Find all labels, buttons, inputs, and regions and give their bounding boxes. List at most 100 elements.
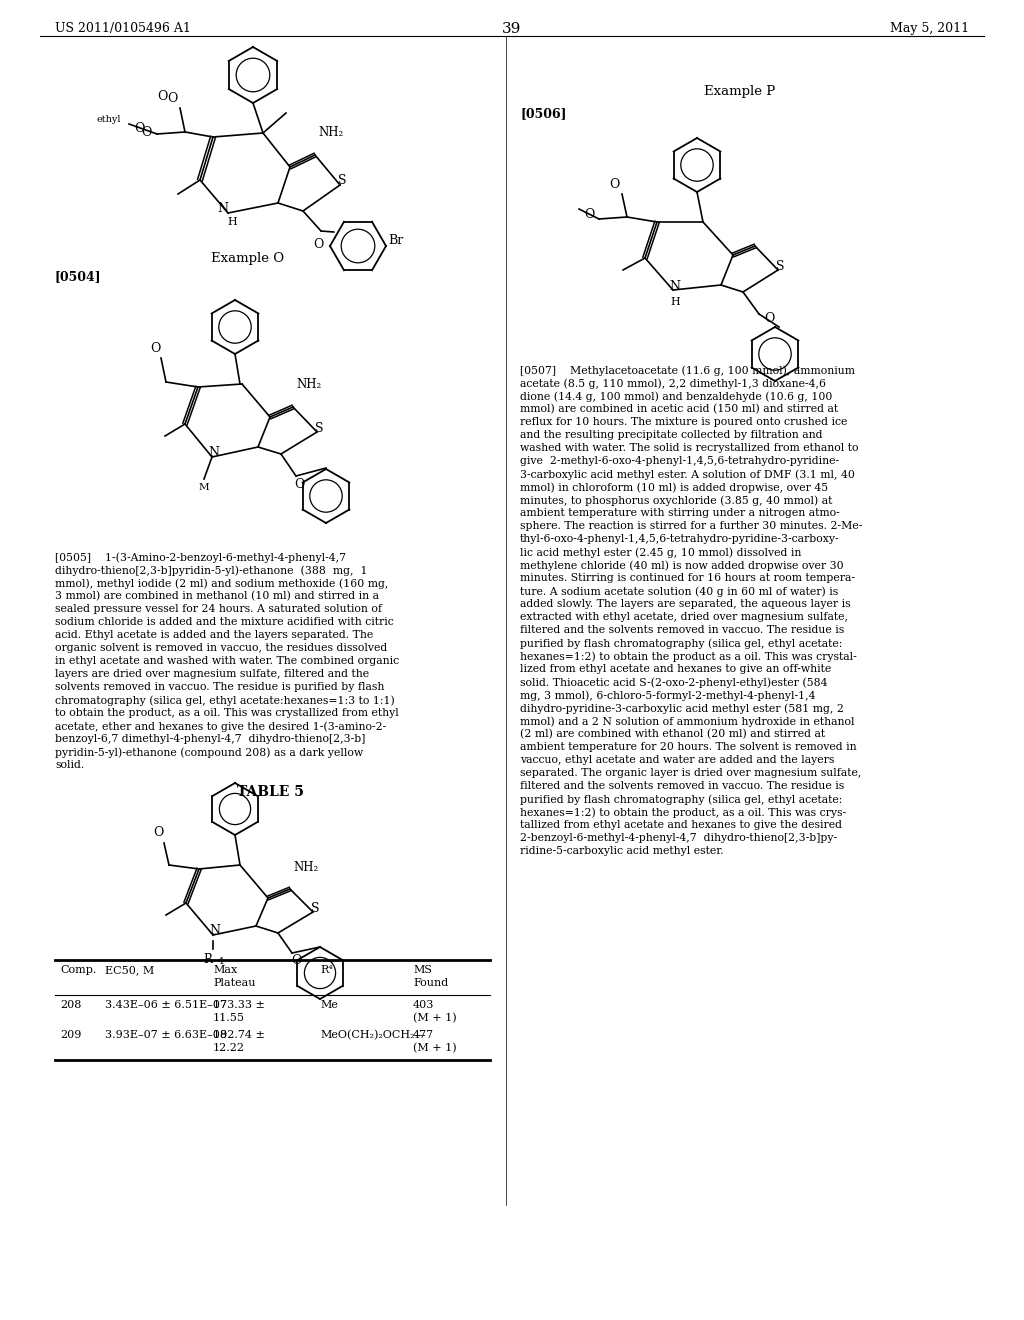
Text: S: S	[314, 421, 324, 434]
Text: [0507]    Methylacetoacetate (11.6 g, 100 mmol), ammonium: [0507] Methylacetoacetate (11.6 g, 100 m…	[520, 366, 855, 376]
Text: extracted with ethyl acetate, dried over magnesium sulfate,: extracted with ethyl acetate, dried over…	[520, 612, 848, 622]
Text: hexanes=1:2) to obtain the product as a oil. This was crystal-: hexanes=1:2) to obtain the product as a …	[520, 651, 857, 661]
Text: solvents removed in vaccuo. The residue is purified by flash: solvents removed in vaccuo. The residue …	[55, 682, 384, 692]
Text: organic solvent is removed in vaccuo, the residues dissolved: organic solvent is removed in vaccuo, th…	[55, 643, 387, 653]
Text: 3.93E–07 ± 6.63E–08: 3.93E–07 ± 6.63E–08	[105, 1030, 227, 1040]
Text: (M + 1): (M + 1)	[413, 1043, 457, 1053]
Text: M: M	[199, 483, 209, 492]
Text: O: O	[764, 313, 774, 326]
Text: 3-carboxylic acid methyl ester. A solution of DMF (3.1 ml, 40: 3-carboxylic acid methyl ester. A soluti…	[520, 469, 855, 479]
Text: N: N	[217, 202, 228, 215]
Text: Plateau: Plateau	[213, 978, 256, 987]
Text: dihydro-thieno[2,3-b]pyridin-5-yl)-ethanone  (388  mg,  1: dihydro-thieno[2,3-b]pyridin-5-yl)-ethan…	[55, 565, 368, 576]
Text: EC50, M: EC50, M	[105, 965, 155, 975]
Text: MS: MS	[413, 965, 432, 975]
Text: ethyl: ethyl	[96, 116, 121, 124]
Text: [0505]    1-(3-Amino-2-benzoyl-6-methyl-4-phenyl-4,7: [0505] 1-(3-Amino-2-benzoyl-6-methyl-4-p…	[55, 552, 346, 562]
Text: May 5, 2011: May 5, 2011	[890, 22, 969, 36]
Text: Comp.: Comp.	[60, 965, 96, 975]
Text: ambient temperature for 20 hours. The solvent is removed in: ambient temperature for 20 hours. The so…	[520, 742, 857, 752]
Text: and the resulting precipitate collected by filtration and: and the resulting precipitate collected …	[520, 430, 822, 440]
Text: 173.33 ±: 173.33 ±	[213, 1001, 265, 1010]
Text: mmol), methyl iodide (2 ml) and sodium methoxide (160 mg,: mmol), methyl iodide (2 ml) and sodium m…	[55, 578, 388, 589]
Text: O: O	[141, 125, 152, 139]
Text: 403: 403	[413, 1001, 434, 1010]
Text: R: R	[204, 953, 212, 966]
Text: purified by flash chromatography (silica gel, ethyl acetate:: purified by flash chromatography (silica…	[520, 795, 843, 805]
Text: 2-benzoyl-6-methyl-4-phenyl-4,7  dihydro-thieno[2,3-b]py-: 2-benzoyl-6-methyl-4-phenyl-4,7 dihydro-…	[520, 833, 838, 843]
Text: chromatography (silica gel, ethyl acetate:hexanes=1:3 to 1:1): chromatography (silica gel, ethyl acetat…	[55, 696, 394, 706]
Text: 208: 208	[60, 1001, 81, 1010]
Text: to obtain the product, as a oil. This was crystallized from ethyl: to obtain the product, as a oil. This wa…	[55, 708, 398, 718]
Text: 477: 477	[413, 1030, 434, 1040]
Text: (M + 1): (M + 1)	[413, 1012, 457, 1023]
Text: O: O	[585, 209, 595, 222]
Text: minutes. Stirring is continued for 16 hours at room tempera-: minutes. Stirring is continued for 16 ho…	[520, 573, 855, 583]
Text: purified by flash chromatography (silica gel, ethyl acetate:: purified by flash chromatography (silica…	[520, 638, 843, 648]
Text: mmol) and a 2 N solution of ammonium hydroxide in ethanol: mmol) and a 2 N solution of ammonium hyd…	[520, 715, 854, 726]
Text: O: O	[153, 826, 163, 840]
Text: filtered and the solvents removed in vaccuo. The residue is: filtered and the solvents removed in vac…	[520, 624, 844, 635]
Text: tallized from ethyl acetate and hexanes to give the desired: tallized from ethyl acetate and hexanes …	[520, 820, 842, 830]
Text: 3.43E–06 ± 6.51E–07: 3.43E–06 ± 6.51E–07	[105, 1001, 227, 1010]
Text: (2 ml) are combined with ethanol (20 ml) and stirred at: (2 ml) are combined with ethanol (20 ml)…	[520, 729, 825, 739]
Text: thyl-6-oxo-4-phenyl-1,4,5,6-tetrahydro-pyridine-3-carboxy-: thyl-6-oxo-4-phenyl-1,4,5,6-tetrahydro-p…	[520, 535, 840, 544]
Text: layers are dried over magnesium sulfate, filtered and the: layers are dried over magnesium sulfate,…	[55, 669, 369, 678]
Text: 4: 4	[218, 957, 224, 966]
Text: 3 mmol) are combined in methanol (10 ml) and stirred in a: 3 mmol) are combined in methanol (10 ml)…	[55, 591, 379, 602]
Text: ridine-5-carboxylic acid methyl ester.: ridine-5-carboxylic acid methyl ester.	[520, 846, 724, 855]
Text: methylene chloride (40 ml) is now added dropwise over 30: methylene chloride (40 ml) is now added …	[520, 560, 844, 570]
Text: S: S	[776, 260, 784, 272]
Text: Max: Max	[213, 965, 238, 975]
Text: filtered and the solvents removed in vaccuo. The residue is: filtered and the solvents removed in vac…	[520, 781, 844, 791]
Text: sodium chloride is added and the mixture acidified with citric: sodium chloride is added and the mixture…	[55, 616, 394, 627]
Text: MeO(CH₂)₂OCH₂—: MeO(CH₂)₂OCH₂—	[319, 1030, 426, 1040]
Text: mmol) are combined in acetic acid (150 ml) and stirred at: mmol) are combined in acetic acid (150 m…	[520, 404, 838, 414]
Text: H: H	[227, 216, 237, 227]
Text: O: O	[157, 90, 167, 103]
Text: vaccuo, ethyl acetate and water are added and the layers: vaccuo, ethyl acetate and water are adde…	[520, 755, 835, 766]
Text: O: O	[291, 954, 301, 968]
Text: lic acid methyl ester (2.45 g, 10 mmol) dissolved in: lic acid methyl ester (2.45 g, 10 mmol) …	[520, 546, 802, 557]
Text: 192.74 ±: 192.74 ±	[213, 1030, 265, 1040]
Text: O: O	[294, 478, 304, 491]
Text: Example O: Example O	[211, 252, 285, 265]
Text: R⁴: R⁴	[319, 965, 333, 975]
Text: [0506]: [0506]	[520, 107, 566, 120]
Text: S: S	[338, 174, 346, 187]
Text: O: O	[312, 239, 324, 252]
Text: Me: Me	[319, 1001, 338, 1010]
Text: H: H	[670, 297, 680, 308]
Text: ambient temperature with stirring under a nitrogen atmo-: ambient temperature with stirring under …	[520, 508, 840, 517]
Text: O: O	[134, 123, 144, 136]
Text: N: N	[670, 280, 681, 293]
Text: [0504]: [0504]	[55, 271, 101, 282]
Text: ture. A sodium acetate solution (40 g in 60 ml of water) is: ture. A sodium acetate solution (40 g in…	[520, 586, 839, 597]
Text: solid.: solid.	[55, 760, 84, 770]
Text: O: O	[150, 342, 160, 355]
Text: O: O	[167, 91, 177, 104]
Text: mg, 3 mmol), 6-chloro-5-formyl-2-methyl-4-phenyl-1,4: mg, 3 mmol), 6-chloro-5-formyl-2-methyl-…	[520, 690, 815, 701]
Text: sealed pressure vessel for 24 hours. A saturated solution of: sealed pressure vessel for 24 hours. A s…	[55, 605, 382, 614]
Text: give  2-methyl-6-oxo-4-phenyl-1,4,5,6-tetrahydro-pyridine-: give 2-methyl-6-oxo-4-phenyl-1,4,5,6-tet…	[520, 455, 839, 466]
Text: in ethyl acetate and washed with water. The combined organic: in ethyl acetate and washed with water. …	[55, 656, 399, 667]
Text: solid. Thioacetic acid S-(2-oxo-2-phenyl-ethyl)ester (584: solid. Thioacetic acid S-(2-oxo-2-phenyl…	[520, 677, 827, 688]
Text: hexanes=1:2) to obtain the product, as a oil. This was crys-: hexanes=1:2) to obtain the product, as a…	[520, 807, 846, 817]
Text: benzoyl-6,7 dimethyl-4-phenyl-4,7  dihydro-thieno[2,3-b]: benzoyl-6,7 dimethyl-4-phenyl-4,7 dihydr…	[55, 734, 366, 744]
Text: acetate (8.5 g, 110 mmol), 2,2 dimethyl-1,3 dioxane-4,6: acetate (8.5 g, 110 mmol), 2,2 dimethyl-…	[520, 378, 826, 388]
Text: lized from ethyl acetate and hexanes to give an off-white: lized from ethyl acetate and hexanes to …	[520, 664, 831, 675]
Text: TABLE 5: TABLE 5	[237, 785, 303, 799]
Text: acetate, ether and hexanes to give the desired 1-(3-amino-2-: acetate, ether and hexanes to give the d…	[55, 721, 386, 731]
Text: N: N	[210, 924, 220, 937]
Text: pyridin-5-yl)-ethanone (compound 208) as a dark yellow: pyridin-5-yl)-ethanone (compound 208) as…	[55, 747, 364, 758]
Text: reflux for 10 hours. The mixture is poured onto crushed ice: reflux for 10 hours. The mixture is pour…	[520, 417, 848, 426]
Text: N: N	[209, 446, 219, 459]
Text: washed with water. The solid is recrystallized from ethanol to: washed with water. The solid is recrysta…	[520, 444, 858, 453]
Text: 39: 39	[503, 22, 521, 36]
Text: added slowly. The layers are separated, the aqueous layer is: added slowly. The layers are separated, …	[520, 599, 851, 609]
Text: NH₂: NH₂	[318, 125, 343, 139]
Text: 11.55: 11.55	[213, 1012, 245, 1023]
Text: NH₂: NH₂	[296, 378, 322, 391]
Text: sphere. The reaction is stirred for a further 30 minutes. 2-Me-: sphere. The reaction is stirred for a fu…	[520, 521, 862, 531]
Text: Example P: Example P	[705, 84, 775, 98]
